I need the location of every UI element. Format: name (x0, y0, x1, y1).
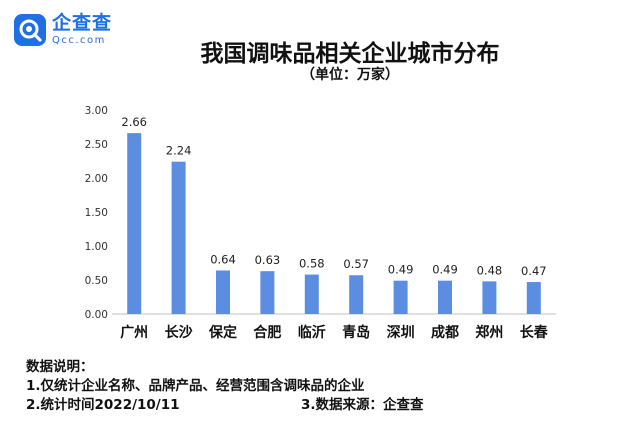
y-tick-label: 0.00 (85, 309, 108, 321)
bar (438, 280, 452, 314)
x-tick-label: 合肥 (253, 324, 281, 341)
bar-value-label: 2.24 (166, 144, 192, 158)
y-tick-label: 0.50 (85, 275, 108, 287)
y-tick-label: 2.50 (85, 139, 108, 151)
bar-value-label: 0.57 (343, 257, 369, 271)
chart-title: 我国调味品相关企业城市分布 (200, 41, 500, 67)
bars (127, 133, 541, 314)
x-tick-label: 郑州 (475, 324, 503, 341)
notes-heading: 数据说明： (26, 359, 94, 375)
data-notes: 数据说明： 1.仅统计企业名称、品牌产品、经营范围含调味品的企业 2.统计时间2… (26, 358, 424, 415)
y-tick-label: 1.00 (85, 241, 108, 253)
notes-line-2: 2.统计时间2022/10/11 (26, 397, 180, 413)
x-tick-label: 广州 (120, 324, 148, 341)
brand-logo: 企查查 Qcc.com (14, 14, 112, 46)
value-labels: 2.66 2.24 0.64 0.63 0.58 0.57 0.49 0.49 0.48 0.47 (121, 115, 546, 278)
bar (393, 280, 408, 314)
bar (127, 133, 142, 314)
bar (216, 270, 230, 314)
x-axis-labels: 广州 长沙 保定 合肥 临沂 青岛 深圳 成都 郑州 长春 (120, 324, 549, 341)
bar (304, 274, 319, 314)
notes-line-3: 3.数据来源：企查查 (301, 397, 424, 413)
x-tick-label: 成都 (431, 324, 459, 341)
brand-name: 企查查 (52, 12, 113, 34)
x-tick-label: 长沙 (165, 324, 193, 341)
bar (349, 275, 364, 314)
bar-value-label: 0.49 (432, 263, 458, 277)
y-tick-label: 2.00 (85, 173, 108, 185)
x-tick-label: 长春 (520, 324, 549, 341)
chart-subtitle: （单位：万家） (301, 67, 399, 83)
bar-value-label: 0.48 (477, 263, 503, 277)
bar-value-label: 0.58 (299, 257, 325, 271)
bar-value-label: 0.64 (210, 252, 236, 266)
bar-value-label: 0.63 (255, 253, 281, 267)
x-tick-label: 临沂 (298, 324, 326, 341)
notes-line-1: 1.仅统计企业名称、品牌产品、经营范围含调味品的企业 (26, 378, 365, 394)
bar-value-label: 0.47 (521, 264, 547, 278)
bar (171, 161, 186, 314)
bar (482, 281, 497, 314)
brand-url: Qcc.com (52, 35, 106, 46)
y-tick-label: 1.50 (85, 207, 108, 219)
x-tick-label: 深圳 (387, 324, 415, 341)
bar (260, 271, 275, 314)
x-tick-label: 青岛 (342, 324, 370, 341)
x-tick-label: 保定 (208, 324, 237, 341)
qcc-logo-icon (14, 14, 46, 46)
y-axis: 0.00 0.50 1.00 1.50 2.00 2.50 3.00 (85, 105, 108, 321)
y-tick-label: 3.00 (85, 105, 108, 117)
bar (526, 282, 541, 314)
bar-value-label: 2.66 (121, 115, 147, 129)
bar-value-label: 0.49 (388, 263, 414, 277)
